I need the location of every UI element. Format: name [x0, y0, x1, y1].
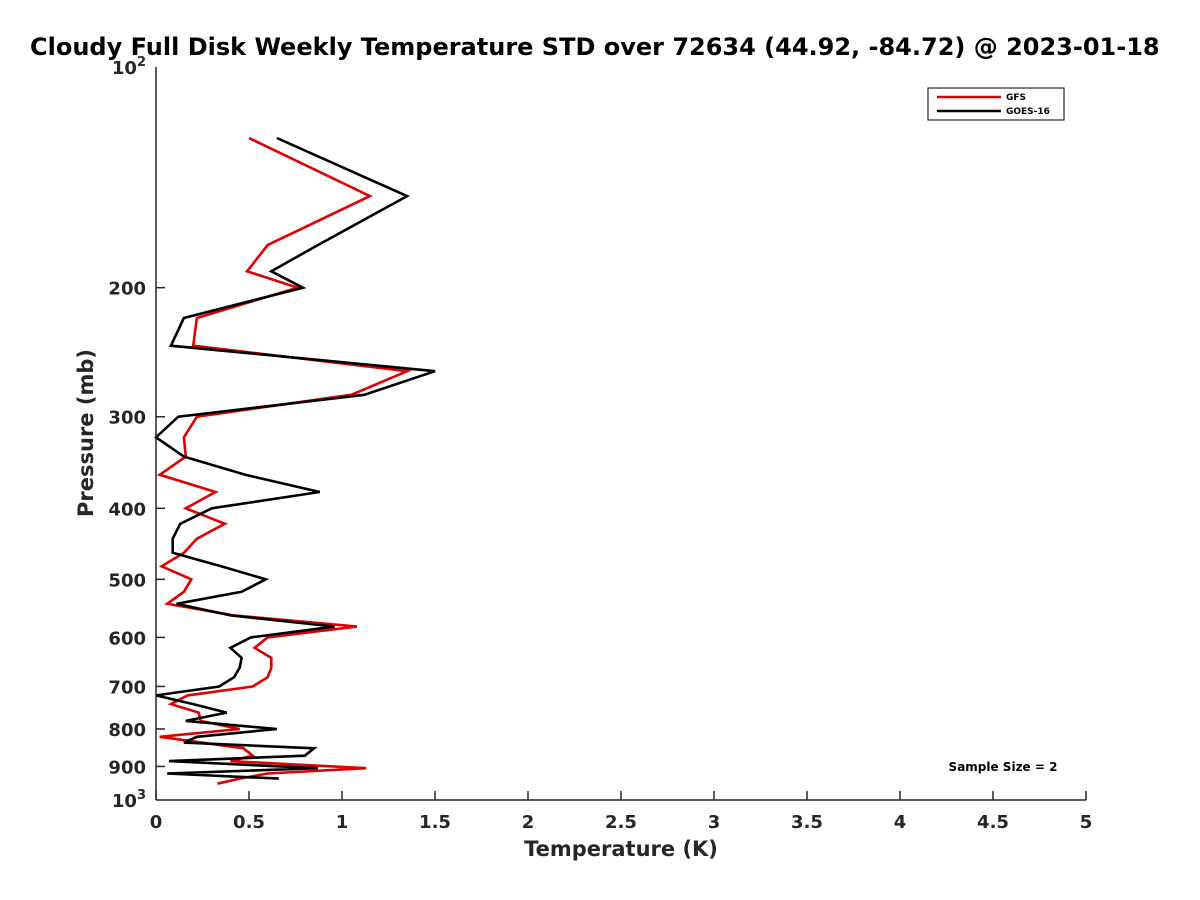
x-tick-label: 3.5 — [791, 812, 823, 833]
y-tick-label-power: 102 — [112, 55, 146, 79]
x-tick-label: 2 — [522, 812, 535, 833]
x-tick-label: 1 — [336, 812, 349, 833]
y-tick-label: 800 — [108, 720, 146, 741]
y-tick-label: 900 — [108, 757, 146, 778]
y-tick-label: 300 — [108, 408, 146, 429]
x-tick-label: 4 — [894, 812, 907, 833]
y-tick-label: 500 — [108, 570, 146, 591]
y-tick-label: 200 — [108, 279, 146, 300]
plot-lines — [153, 136, 436, 785]
y-tick-label-power: 103 — [112, 788, 146, 812]
legend-label-goes16: GOES-16 — [1006, 107, 1050, 117]
x-axis-ticks: 0 0.5 1 1.5 2 2.5 3 3.5 4 4.5 5 — [150, 791, 1093, 833]
x-tick-label: 5 — [1080, 812, 1093, 833]
y-tick-label: 700 — [108, 677, 146, 698]
legend-label-gfs: GFS — [1006, 93, 1026, 103]
series-line-goes-16 — [153, 136, 436, 780]
y-tick-label: 400 — [108, 499, 146, 520]
x-tick-label: 2.5 — [605, 812, 637, 833]
x-tick-label: 0 — [150, 812, 163, 833]
legend-box — [927, 87, 1065, 121]
series-line-gfs — [156, 136, 413, 785]
y-axis-ticks: 200 300 400 500 600 700 800 900 102 103 — [108, 55, 165, 812]
sample-size-annotation: Sample Size = 2 — [949, 760, 1058, 774]
x-tick-label: 4.5 — [977, 812, 1009, 833]
legend: GFS GOES-16 — [927, 87, 1065, 121]
x-tick-label: 1.5 — [419, 812, 451, 833]
chart-title: Cloudy Full Disk Weekly Temperature STD … — [30, 33, 1160, 61]
x-tick-label: 0.5 — [233, 812, 265, 833]
x-tick-label: 3 — [708, 812, 721, 833]
y-tick-label: 600 — [108, 628, 146, 649]
x-axis-label: Temperature (K) — [524, 837, 718, 861]
y-axis-label: Pressure (mb) — [74, 349, 98, 517]
